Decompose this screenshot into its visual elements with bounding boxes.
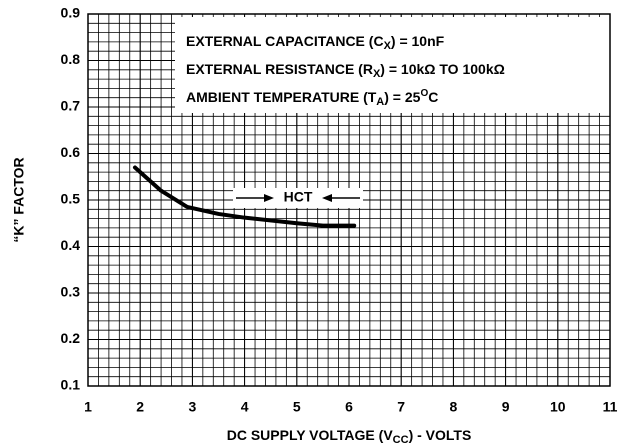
series-label-bg — [233, 188, 363, 208]
annotation: EXTERNAL CAPACITANCE (CX) = 10nF — [186, 33, 445, 52]
annotation-text: EXTERNAL RESISTANCE (R — [186, 61, 373, 77]
series-line — [132, 165, 357, 228]
plot-frame — [87, 13, 611, 387]
series-label: HCT — [284, 189, 313, 205]
x-tick-label: 7 — [397, 399, 405, 415]
annotation: AMBIENT TEMPERATURE (TA) = 25OC — [186, 88, 438, 108]
x-axis-label-text: DC SUPPLY VOLTAGE (V — [227, 427, 394, 443]
annotation-text: ) = 10kΩ TO 100kΩ — [380, 61, 505, 77]
annotation-sub: X — [384, 40, 392, 52]
y-axis-label: “K” FACTOR — [11, 157, 27, 242]
x-axis-label: DC SUPPLY VOLTAGE (VCC) - VOLTS — [227, 427, 472, 446]
annotation-sub: A — [376, 96, 384, 108]
x-tick-label: 8 — [450, 399, 458, 415]
y-tick-label: 0.1 — [61, 377, 81, 393]
label-arrowhead — [322, 194, 332, 202]
annotation-sub: X — [373, 68, 381, 80]
x-tick-label: 11 — [603, 399, 618, 415]
annotation-text: ) = 25 — [384, 89, 420, 105]
y-tick-label: 0.8 — [61, 51, 81, 67]
x-tick-label: 4 — [241, 399, 249, 415]
x-tick-label: 9 — [502, 399, 510, 415]
x-tick-label: 6 — [345, 399, 353, 415]
y-tick-label: 0.6 — [61, 144, 81, 160]
x-tick-label: 1 — [84, 399, 92, 415]
y-tick-label: 0.7 — [61, 98, 81, 114]
y-tick-label: 0.5 — [61, 191, 81, 207]
label-arrowhead — [264, 194, 274, 202]
y-tick-label: 0.3 — [61, 284, 81, 300]
x-tick-label: 3 — [189, 399, 197, 415]
annotation-sup: O — [420, 88, 428, 99]
y-tick-label: 0.2 — [61, 330, 81, 346]
x-axis-label-text: ) - VOLTS — [409, 427, 472, 443]
annotation-text: C — [428, 89, 438, 105]
x-tick-label: 2 — [136, 399, 144, 415]
annotation: EXTERNAL RESISTANCE (RX) = 10kΩ TO 100kΩ — [186, 61, 505, 80]
x-tick-label: 5 — [293, 399, 301, 415]
y-tick-label: 0.9 — [61, 5, 81, 21]
y-tick-label: 0.4 — [61, 237, 81, 253]
annotation-text: AMBIENT TEMPERATURE (T — [186, 89, 377, 105]
annotation-text: ) = 10nF — [391, 33, 445, 49]
x-tick-label: 10 — [550, 399, 566, 415]
annotation-text: EXTERNAL CAPACITANCE (C — [186, 33, 384, 49]
annotation-box — [175, 17, 612, 113]
x-axis-label-sub: CC — [393, 434, 409, 446]
